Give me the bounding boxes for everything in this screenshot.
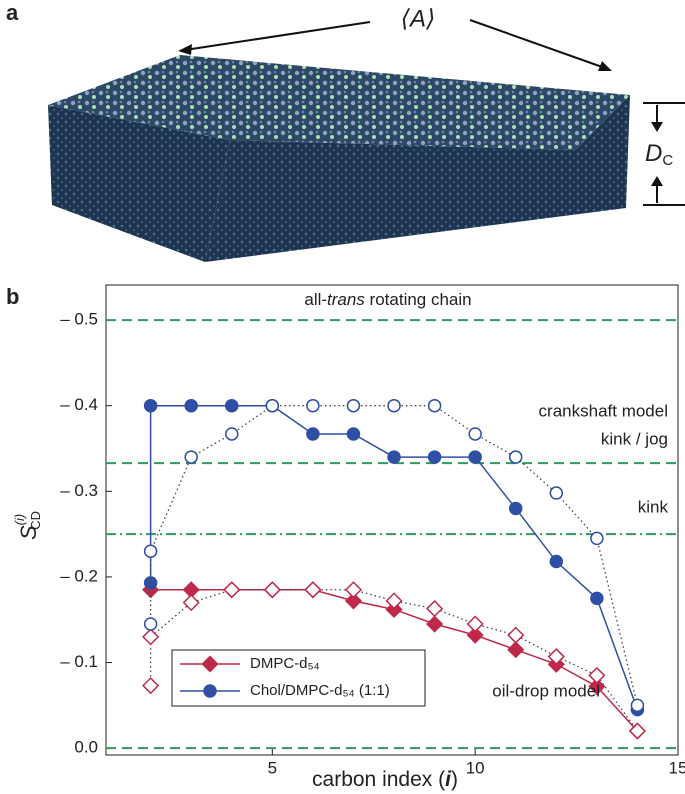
- data-point: [346, 398, 361, 413]
- plot-area: [106, 319, 679, 755]
- data-point: [201, 655, 219, 673]
- arrowhead: [651, 176, 663, 186]
- data-point: [142, 628, 160, 646]
- y-tick-label: 0.0: [74, 738, 98, 757]
- data-point: [590, 531, 604, 546]
- plot-frame: [105, 284, 679, 756]
- data-point: [466, 626, 484, 644]
- slab-left-face: [48, 105, 230, 262]
- series-line: [149, 589, 638, 732]
- data-point: [427, 398, 442, 413]
- data-point: [466, 615, 484, 633]
- arrowhead: [178, 44, 192, 55]
- data-point: [387, 398, 401, 413]
- data-point: [306, 398, 320, 413]
- data-point: [547, 647, 565, 666]
- data-point: [628, 722, 646, 740]
- legend-box: [171, 649, 426, 707]
- slab-front-face: [205, 95, 630, 262]
- panel-label: b: [6, 284, 19, 309]
- legend-label: DMPC-d₅₄: [250, 655, 320, 672]
- y-tick-label: – 0.1: [60, 652, 98, 671]
- y-tick-label: – 0.4: [60, 395, 98, 414]
- arrowhead: [651, 122, 663, 132]
- data-point: [385, 600, 403, 619]
- y-axis-label: S(i)CD: [12, 511, 43, 540]
- data-point: [588, 666, 606, 684]
- panel-label: a: [6, 0, 19, 25]
- data-point: [427, 450, 442, 464]
- data-point: [306, 427, 320, 441]
- data-point: [225, 427, 239, 441]
- arrowhead: [598, 61, 612, 71]
- data-point: [203, 684, 217, 698]
- data-point: [184, 450, 198, 464]
- data-point: [508, 450, 523, 464]
- annotation: oil-drop model: [492, 681, 600, 700]
- data-point: [142, 677, 160, 695]
- data-point: [588, 677, 606, 696]
- x-tick-label: 10: [466, 758, 485, 777]
- data-point: [507, 626, 525, 644]
- x-axis-label: carbon index (i): [312, 768, 458, 791]
- membrane-illustration: ⟨A⟩ DC: [48, 5, 685, 262]
- arrow: [469, 19, 606, 69]
- data-point: [630, 698, 645, 713]
- data-point: [426, 615, 444, 633]
- annotation: kink / jog: [601, 429, 668, 448]
- data-point: [344, 592, 363, 610]
- area-label: ⟨A⟩: [401, 5, 436, 32]
- data-point: [385, 592, 403, 610]
- legend: DMPC-d₅₄ Chol/DMPC-d₅₄ (1:1): [171, 649, 426, 707]
- annotation: all-trans rotating chain: [304, 290, 471, 309]
- data-point: [549, 554, 564, 569]
- data-point: [426, 600, 444, 618]
- data-point: [265, 398, 280, 413]
- data-point: [346, 427, 361, 441]
- annotation: crankshaft model: [539, 401, 668, 420]
- legend-label: Chol/DMPC-d₅₄ (1:1): [250, 682, 390, 699]
- data-point: [507, 641, 525, 659]
- data-point: [143, 544, 158, 558]
- data-point: [225, 398, 239, 413]
- annotation: kink: [638, 497, 669, 516]
- data-point: [223, 581, 241, 599]
- data-point: [143, 398, 158, 413]
- data-point: [468, 450, 482, 464]
- data-point: [263, 581, 281, 599]
- y-tick-label: – 0.5: [60, 310, 98, 329]
- data-point: [468, 427, 482, 441]
- data-point: [304, 581, 322, 599]
- data-point: [387, 450, 401, 464]
- x-tick-label: 5: [268, 758, 277, 777]
- x-tick-label: 15: [669, 758, 685, 777]
- data-point: [590, 591, 604, 606]
- thickness-label: DC: [645, 140, 673, 169]
- data-point: [549, 486, 564, 500]
- data-point: [344, 581, 363, 599]
- y-tick-label: – 0.3: [60, 481, 98, 500]
- data-point: [508, 501, 523, 516]
- data-point: [182, 594, 200, 612]
- data-point: [143, 617, 158, 631]
- data-point: [184, 398, 198, 413]
- series-line: [149, 404, 639, 710]
- slab-top-face: [48, 55, 630, 150]
- arrow: [184, 21, 371, 51]
- y-tick-label: – 0.2: [60, 566, 98, 585]
